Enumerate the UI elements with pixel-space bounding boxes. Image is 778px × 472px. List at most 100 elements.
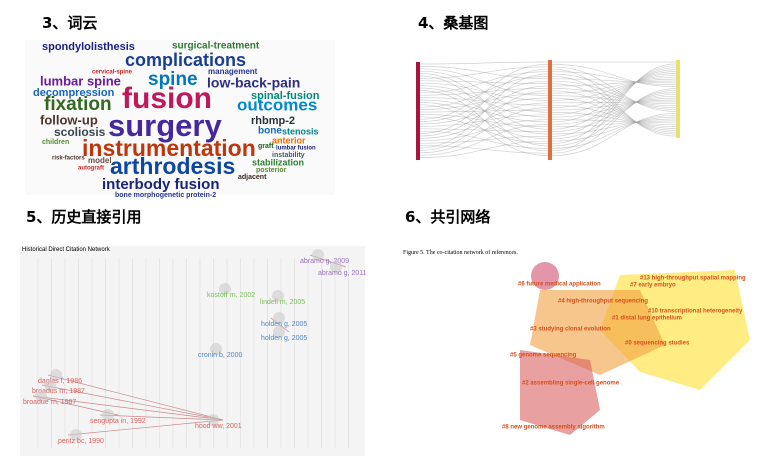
cluster-label: #3 studying clonal evolution xyxy=(530,327,611,333)
sankey-link xyxy=(419,114,549,128)
node xyxy=(35,390,47,402)
sankey-link xyxy=(419,85,549,137)
node-label: hood ww, 2001 xyxy=(195,423,242,430)
wordcloud-bg xyxy=(25,40,335,195)
sankey-link xyxy=(551,66,677,112)
sankey-link xyxy=(419,68,549,96)
word: scoliosis xyxy=(54,125,106,139)
cluster-label: #8 new genome assembly algorithm xyxy=(502,425,605,431)
node-label: kostoff rn, 2002 xyxy=(207,292,255,299)
word: anterior xyxy=(272,135,306,145)
node xyxy=(102,409,114,421)
word: risk-factors xyxy=(52,156,85,162)
cluster-label: #6 future medical application xyxy=(518,282,601,288)
sankey-link xyxy=(551,64,677,88)
sankey-link xyxy=(419,64,549,120)
sankey-link xyxy=(551,76,677,135)
word: cervical-spine xyxy=(92,70,133,76)
word: spondylolisthesis xyxy=(42,41,135,53)
node-label: lindell m, 2005 xyxy=(260,299,305,306)
edge xyxy=(99,414,224,421)
cluster-area xyxy=(520,350,600,435)
sankey-link xyxy=(419,80,549,122)
sankey-link xyxy=(419,104,549,156)
word: posterior xyxy=(256,167,287,174)
node xyxy=(273,326,285,338)
sankey-link xyxy=(419,61,549,65)
node-label: broadus rn, 1987 xyxy=(32,388,85,395)
node xyxy=(273,312,285,324)
cluster-label: #0 sequencing studies xyxy=(625,341,690,347)
word: spinal-fusion xyxy=(251,90,320,102)
sankey-link xyxy=(419,73,549,149)
heading: 4、桑基图 xyxy=(418,14,489,32)
network-bg xyxy=(20,246,365,456)
node-label: broadue rn, 1987 xyxy=(23,399,76,406)
sankey-link xyxy=(419,90,549,151)
edge xyxy=(32,395,224,421)
word: adjacent xyxy=(238,174,267,181)
sankey-node xyxy=(548,60,552,160)
sankey-link xyxy=(551,71,677,86)
sankey-link xyxy=(551,74,677,108)
sankey-link xyxy=(419,68,549,134)
edge xyxy=(41,384,224,421)
cluster-label: #5 genome sequencing xyxy=(510,353,577,359)
sankey-node xyxy=(676,60,680,138)
node-label: daglas f, 1986 xyxy=(38,378,82,385)
sankey-link xyxy=(551,93,677,132)
cluster-label: #1 distal lung epithelium xyxy=(612,316,682,322)
sankey-link xyxy=(419,140,549,158)
word: surgical-treatment xyxy=(172,41,260,52)
sankey xyxy=(408,44,690,164)
word: autograft xyxy=(78,166,104,172)
heading: 5、历史直接引用 xyxy=(26,208,142,226)
word: instrumentation xyxy=(82,135,256,161)
sankey-link xyxy=(419,90,549,152)
sankey-link xyxy=(419,136,549,144)
node xyxy=(44,379,56,391)
word: graft xyxy=(258,143,274,150)
word: bone xyxy=(258,126,282,137)
cluster-label: #2 assembling single-cell genome xyxy=(522,381,620,387)
node xyxy=(50,369,62,381)
sankey-link xyxy=(419,88,549,96)
sankey-link xyxy=(419,71,549,94)
sankey-link xyxy=(551,99,677,111)
sankey-link xyxy=(419,66,549,79)
node xyxy=(312,249,324,261)
word: instability xyxy=(272,152,305,159)
cluster-label: #13 high-throughput spatial mapping xyxy=(640,276,746,282)
sankey-link xyxy=(419,87,549,135)
sankey-link xyxy=(419,97,549,106)
sankey-link xyxy=(551,73,677,116)
node-label: holden g, 2005 xyxy=(261,335,307,342)
sankey-link xyxy=(419,102,549,140)
node xyxy=(330,261,342,273)
sankey-link xyxy=(551,80,677,108)
sankey-link xyxy=(419,75,549,147)
sankey-link xyxy=(419,66,549,80)
word: fusion xyxy=(122,82,212,115)
sankey-link xyxy=(419,128,549,132)
sankey-link xyxy=(551,68,677,137)
cluster-area xyxy=(531,262,559,290)
sankey-link xyxy=(551,90,677,131)
sankey-link xyxy=(419,76,549,108)
word: interbody fusion xyxy=(102,176,220,193)
word: model xyxy=(88,156,112,165)
heading: 3、词云 xyxy=(42,14,98,32)
sankey-link xyxy=(551,114,677,149)
sankey-link xyxy=(551,63,677,152)
node-label: cronin b, 2000 xyxy=(198,352,242,359)
word: arthrodesis xyxy=(110,153,235,179)
sankey-link xyxy=(551,104,677,127)
sankey-link xyxy=(419,82,549,101)
sankey-link xyxy=(419,109,549,113)
word: spine xyxy=(148,69,198,90)
heading: 6、共引网络 xyxy=(405,208,491,226)
sankey-link xyxy=(419,145,549,154)
node-label: abramo g, 2009 xyxy=(300,258,349,265)
